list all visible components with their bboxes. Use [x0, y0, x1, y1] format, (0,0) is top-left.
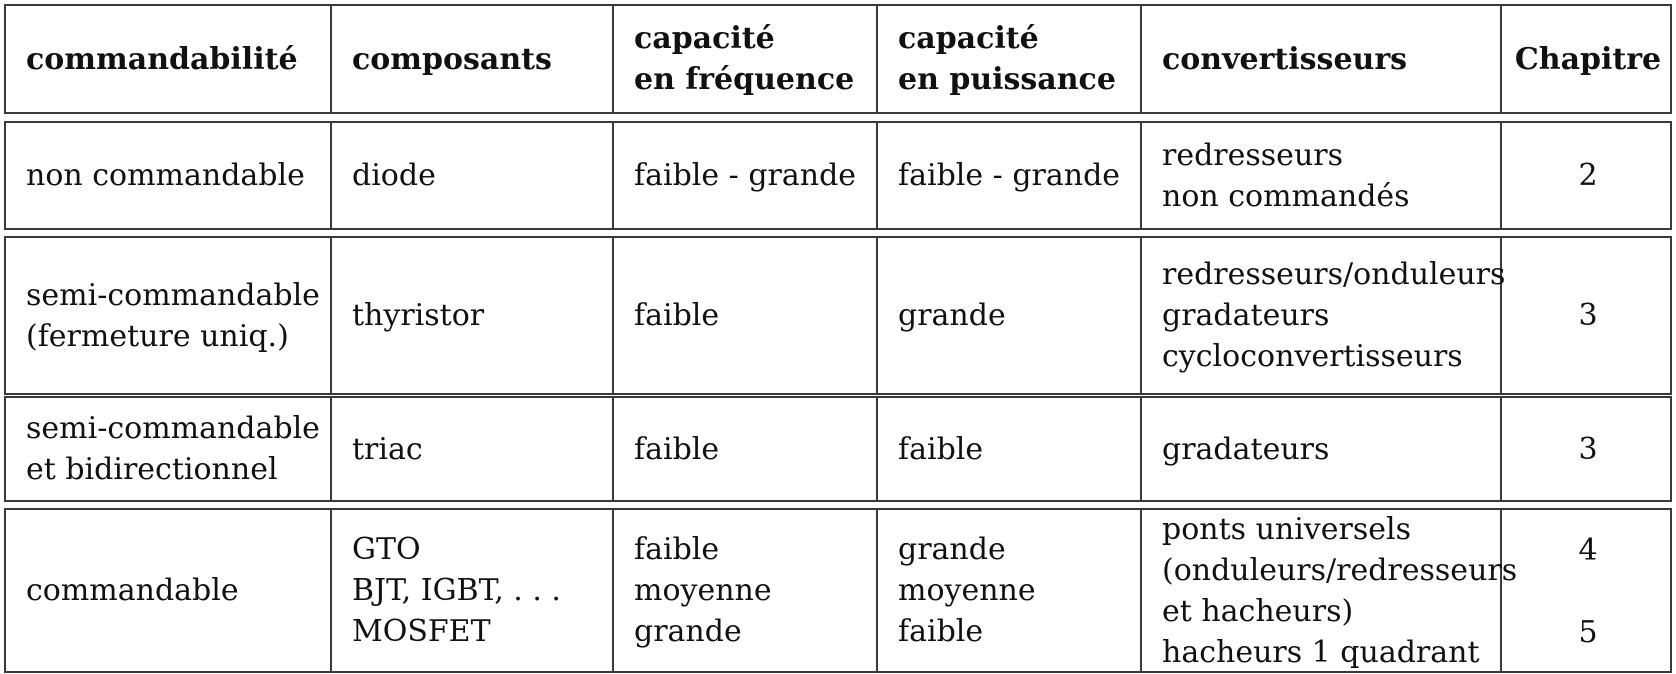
cell-text: non commandés [1162, 178, 1410, 214]
cell-text: gradateurs [1162, 298, 1330, 333]
cell-text: (onduleurs/redresseurs [1162, 552, 1518, 588]
cell-text: 5 [1578, 615, 1598, 650]
cell-text: faible [898, 431, 984, 467]
cell-text: faible [634, 532, 720, 567]
cell-chapitre: 2 [1502, 123, 1674, 228]
cell-commandabilite: commandable [6, 510, 332, 671]
cell-text: hacheurs 1 quadrant [1162, 634, 1480, 670]
cell-text: faible [898, 614, 984, 649]
cell-chapitre: 3 [1502, 238, 1674, 393]
cell-commandabilite: semi-commandable (fermeture uniq.) [6, 238, 332, 393]
cell-text: (fermeture uniq.) [26, 318, 289, 354]
table-row: semi-commandable et bidirectionnel triac… [4, 396, 1672, 502]
cell-text: thyristor [352, 298, 485, 333]
cell-text: grande [634, 614, 742, 649]
cell-text: ponts universels [1162, 511, 1411, 547]
cell-chapitre: 3 [1502, 398, 1674, 500]
header-text: en fréquence [634, 62, 855, 97]
cell-convertisseurs: redresseurs non commandés [1142, 123, 1502, 228]
cell-text: diode [352, 158, 436, 193]
cell-text: semi-commandable [26, 411, 320, 446]
cell-puissance: grande moyenne faible [878, 510, 1142, 671]
cell-text: semi-commandable [26, 277, 320, 313]
cell-commandabilite: semi-commandable et bidirectionnel [6, 398, 332, 500]
cell-composants: diode [332, 123, 614, 228]
cell-frequence: faible [614, 398, 878, 500]
cell-text: 2 [1578, 158, 1598, 193]
header-capacite-puissance: capacité en puissance [878, 6, 1142, 112]
cell-text: BJT, IGBT, . . . [352, 573, 561, 608]
cell-text: 3 [1578, 298, 1598, 333]
header-convertisseurs: convertisseurs [1142, 6, 1502, 112]
header-commandabilite: commandabilité [6, 6, 332, 112]
cell-text: grande [898, 532, 1006, 567]
header-text: composants [352, 41, 552, 77]
cell-text: redresseurs/onduleurs [1162, 257, 1506, 292]
cell-puissance: faible - grande [878, 123, 1142, 228]
table-row: non commandable diode faible - grande fa… [4, 121, 1672, 230]
cell-puissance: grande [878, 238, 1142, 393]
cell-text: 4 [1578, 533, 1598, 568]
header-chapitre: Chapitre [1502, 6, 1674, 112]
cell-commandabilite: non commandable [6, 123, 332, 228]
table-row: semi-commandable (fermeture uniq.) thyri… [4, 236, 1672, 395]
cell-text: et hacheurs) [1162, 593, 1354, 629]
cell-text: commandable [26, 573, 239, 608]
cell-convertisseurs: gradateurs [1142, 398, 1502, 500]
cell-text: MOSFET [352, 614, 491, 649]
cell-text: redresseurs [1162, 137, 1343, 173]
cell-text: moyenne [898, 573, 1036, 608]
cell-text: faible [634, 298, 720, 333]
header-text: capacité [634, 21, 775, 56]
cell-text: grande [898, 298, 1006, 333]
cell-text: gradateurs [1162, 431, 1330, 467]
header-text: capacité [898, 21, 1039, 56]
cell-composants: GTO BJT, IGBT, . . . MOSFET [332, 510, 614, 671]
cell-text: moyenne [634, 573, 772, 608]
table-header-row: commandabilité composants capacité en fr… [4, 4, 1672, 114]
cell-text: triac [352, 431, 423, 467]
header-capacite-frequence: capacité en fréquence [614, 6, 878, 112]
cell-convertisseurs: redresseurs/onduleurs gradateurs cycloco… [1142, 238, 1506, 393]
cell-convertisseurs: ponts universels (onduleurs/redresseurs … [1142, 510, 1518, 671]
cell-text: faible [634, 431, 720, 467]
cell-puissance: faible [878, 398, 1142, 500]
cell-text: GTO [352, 532, 421, 567]
cell-text: non commandable [26, 158, 305, 193]
cell-chapitre: 4 5 [1502, 510, 1674, 671]
header-text: commandabilité [26, 41, 298, 77]
cell-text: cycloconvertisseurs [1162, 339, 1463, 374]
cell-frequence: faible - grande [614, 123, 878, 228]
cell-frequence: faible moyenne grande [614, 510, 878, 671]
cell-text: faible - grande [898, 158, 1121, 193]
cell-text: et bidirectionnel [26, 452, 278, 487]
cell-text: 3 [1578, 431, 1598, 467]
header-text: Chapitre [1514, 41, 1662, 77]
cell-composants: triac [332, 398, 614, 500]
cell-frequence: faible [614, 238, 878, 393]
table-row: commandable GTO BJT, IGBT, . . . MOSFET … [4, 508, 1672, 673]
cell-text: faible - grande [634, 158, 857, 193]
cell-composants: thyristor [332, 238, 614, 393]
header-composants: composants [332, 6, 614, 112]
header-text: convertisseurs [1162, 41, 1408, 77]
header-text: en puissance [898, 62, 1116, 97]
